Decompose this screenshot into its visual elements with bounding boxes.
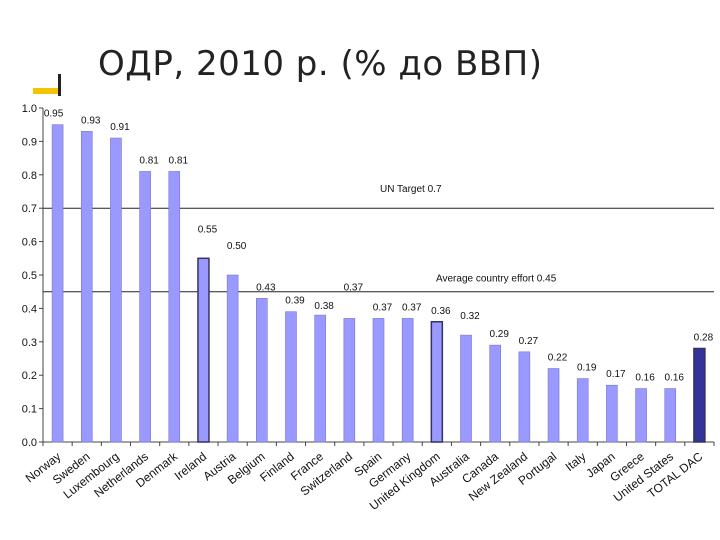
y-tick-label: 1.0 (22, 103, 37, 115)
bar (168, 171, 181, 443)
data-label: 0.36 (431, 306, 451, 317)
bar (460, 334, 472, 443)
bar (197, 257, 210, 443)
data-label: 0.19 (577, 363, 597, 374)
data-label: 0.91 (110, 122, 130, 133)
title-accent-line (58, 74, 61, 96)
bar (664, 388, 677, 443)
data-label: 0.27 (519, 336, 539, 347)
data-label: 0.16 (635, 373, 655, 384)
bar (401, 318, 414, 443)
data-label: 0.16 (665, 373, 685, 384)
bar (576, 378, 589, 443)
data-label: 0.38 (314, 301, 334, 312)
data-label: 0.43 (256, 282, 276, 293)
data-label: 0.95 (44, 109, 64, 120)
data-label: 0.37 (344, 282, 364, 293)
bars (51, 124, 706, 443)
y-tick-label: 0.8 (22, 170, 37, 182)
y-tick-label: 0.5 (22, 270, 37, 282)
data-label: 0.17 (606, 369, 626, 380)
y-tick-label: 0.6 (22, 237, 37, 249)
category-labels: NorwaySwedenLuxembourgNetherlandsDenmark… (23, 449, 706, 513)
bar (372, 318, 385, 443)
reference-line-label: UN Target 0.7 (380, 184, 442, 195)
bar (285, 311, 297, 443)
bar (314, 314, 326, 443)
data-label: 0.55 (198, 224, 218, 235)
y-tick-label: 0.0 (22, 437, 37, 449)
bar (139, 171, 151, 443)
bar (343, 318, 356, 443)
data-label: 0.81 (169, 155, 189, 166)
bar (80, 131, 93, 443)
data-label: 0.29 (489, 329, 509, 340)
bar (51, 124, 64, 443)
data-label: 0.37 (373, 302, 393, 313)
title-accent-bar (33, 88, 61, 94)
data-label: 0.93 (81, 115, 101, 126)
data-label: 0.28 (694, 332, 714, 343)
bar (518, 351, 531, 443)
data-label: 0.32 (460, 311, 480, 322)
y-tick-label: 0.7 (22, 203, 37, 215)
y-tick-label: 0.4 (22, 303, 37, 315)
bar (693, 347, 706, 443)
data-label: 0.37 (402, 302, 422, 313)
bar (547, 368, 560, 443)
bar (226, 274, 239, 443)
data-label: 0.81 (139, 155, 159, 166)
page-title: ОДР, 2010 р. (% до ВВП) (98, 44, 543, 84)
data-labels: 0.95 0.93 0.91 0.81 0.81 0.55 0.50 0.43 0.39 0.38… (44, 109, 714, 384)
data-label: 0.39 (285, 296, 305, 307)
y-tick-label: 0.2 (22, 370, 37, 382)
reference-lines: UN Target 0.7 Average country effort 0.45 (43, 184, 714, 293)
bar (256, 298, 268, 443)
reference-line-label: Average country effort 0.45 (436, 274, 557, 285)
data-label: 0.50 (227, 241, 247, 252)
bar (430, 321, 444, 443)
data-label: 0.22 (548, 353, 568, 364)
y-tick-label: 0.3 (22, 337, 37, 349)
y-tick-label: 0.9 (22, 136, 37, 148)
bar (606, 384, 618, 443)
bar (489, 344, 501, 443)
y-tick-label: 0.1 (22, 404, 37, 416)
bar (635, 388, 647, 443)
bar (110, 137, 122, 443)
